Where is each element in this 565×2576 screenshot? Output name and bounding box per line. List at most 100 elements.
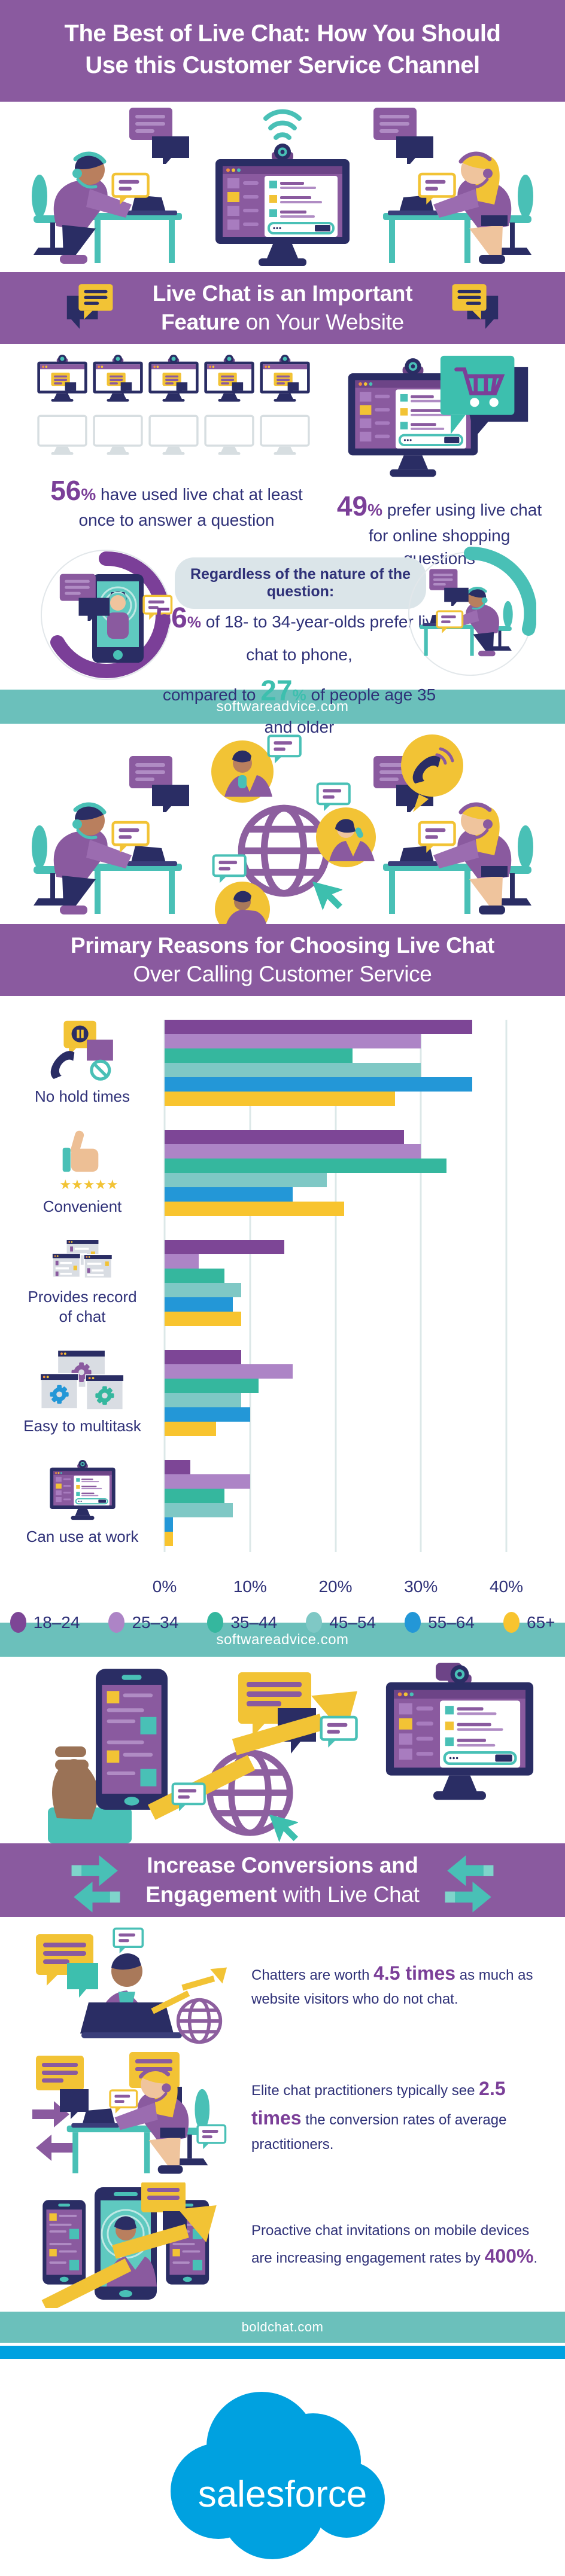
chart-row-no-hold-times: No hold times [0, 1020, 565, 1106]
stat-value: 49 [336, 490, 368, 522]
sync-arrows-icon [65, 1845, 127, 1915]
bar-group [165, 1130, 506, 1216]
chat-phone-icon [96, 1669, 168, 1810]
source-text: softwareadvice.com [216, 698, 349, 715]
bar-25–34 [165, 1144, 421, 1159]
feature-banner-line2-rest: on Your Website [239, 310, 405, 334]
category-label: Can use at work [26, 1527, 139, 1545]
legend-label: 18–24 [33, 1612, 80, 1632]
salesforce-logo-text: salesforce [198, 2474, 367, 2515]
bar-18–24 [165, 1350, 242, 1364]
conversion-stats-section: Chatters are worth 4.5 times as much as … [0, 1917, 565, 2312]
stat-56-text: of 18- to 34-year-olds prefer live chat … [201, 612, 444, 664]
bar-35–44 [165, 1379, 259, 1393]
cursor-icon [312, 881, 342, 911]
bar-18–24 [165, 1240, 284, 1254]
stat-proactive-text: Proactive chat invitations on mobile dev… [251, 2222, 538, 2267]
chatters-illustration [0, 1925, 251, 2044]
legend-item-65+: 65+ [503, 1612, 555, 1633]
gridline [335, 1020, 336, 1552]
chart-row-provides-record: Provides record of chat [0, 1240, 565, 1326]
legend-marker [10, 1612, 26, 1633]
reasons-banner-line2: Over Calling Customer Service [133, 962, 432, 986]
conversions-banner: Increase Conversions and Engagement with… [0, 1843, 565, 1917]
wifi-icon [263, 109, 302, 140]
bar-18–24 [165, 1460, 190, 1474]
work-monitor-icon [46, 1460, 119, 1522]
bar-35–44 [165, 1048, 353, 1063]
legend-marker [207, 1612, 224, 1633]
bar-group [165, 1350, 506, 1436]
bar-35–44 [165, 1489, 224, 1503]
usage-stat-right: 49% prefer using live chat for online sh… [332, 355, 547, 568]
bar-55–64 [165, 1517, 174, 1532]
customer-avatar-1 [211, 740, 274, 803]
bar-55–64 [165, 1077, 472, 1092]
gridline [505, 1020, 508, 1552]
stat-highlight: 400% [484, 2245, 534, 2267]
five-stars-icon: ★★★★★ [59, 1177, 118, 1191]
mobile-engagement-illustration [0, 1657, 565, 1843]
legend-marker [108, 1612, 125, 1633]
reasons-banner: Primary Reasons for Choosing Live Chat O… [0, 924, 565, 996]
source-bar-3: boldchat.com [0, 2312, 565, 2343]
conversions-banner-line2-rest: with Live Chat [277, 1882, 420, 1907]
chart-row-easy-multitask: Easy to multitask [0, 1350, 565, 1436]
reasons-banner-title: Primary Reasons for Choosing Live Chat O… [70, 931, 495, 989]
legend-label: 65+ [526, 1612, 555, 1632]
stat-row-proactive: Proactive chat invitations on mobile dev… [0, 2180, 565, 2310]
chat-bubble-icon [65, 282, 116, 334]
elite-practitioners-illustration [0, 2052, 251, 2178]
stat-unit: % [81, 485, 96, 504]
chart-x-axis: 0% 10% 20% 30% 40% [153, 1570, 523, 1603]
feature-banner: Live Chat is an Important Feature on You… [0, 272, 565, 344]
chat-record-icon [51, 1240, 113, 1279]
bar-45–54 [165, 1283, 242, 1297]
sync-arrows-icon [438, 1845, 500, 1915]
thumbs-up-icon: ★★★★★ [59, 1130, 118, 1192]
bar-65+ [165, 1312, 242, 1326]
mobile-chat-circle-illustration [37, 543, 176, 690]
legend-item-25–34: 25–34 [108, 1612, 178, 1633]
axis-tick-label: 40% [489, 1577, 524, 1596]
legend-item-45–54: 45–54 [306, 1612, 376, 1633]
bar-65+ [165, 1532, 174, 1546]
page-title: The Best of Live Chat: How You Should Us… [0, 18, 565, 81]
shopping-cart-icon [441, 356, 528, 437]
bar-35–44 [165, 1159, 447, 1173]
header: The Best of Live Chat: How You Should Us… [0, 0, 565, 102]
stat-56-value: 56 [155, 602, 187, 634]
reasons-bar-chart: No hold times ★★★★★ Convenient [0, 996, 565, 1633]
footer: salesforce [0, 2359, 565, 2576]
bar-65+ [165, 1202, 344, 1216]
feature-banner-line2-bold: Feature [161, 310, 240, 334]
source-text: softwareadvice.com [216, 1631, 349, 1648]
reasons-banner-line1: Primary Reasons for Choosing Live Chat [70, 932, 495, 958]
source-bar-2: softwareadvice.com [0, 1623, 565, 1657]
bar-45–54 [165, 1503, 233, 1517]
conversions-banner-title: Increase Conversions and Engagement with… [145, 1851, 420, 1909]
bar-55–64 [165, 1407, 250, 1422]
conversions-banner-line2-bold: Engagement [145, 1882, 277, 1907]
bar-45–54 [165, 1393, 242, 1407]
global-chat-illustration [0, 724, 565, 924]
bar-25–34 [165, 1474, 250, 1489]
legend-label: 55–64 [428, 1612, 475, 1632]
bar-group [165, 1240, 506, 1326]
callout-pill: Regardless of the nature of the question… [175, 557, 426, 609]
stat-highlight: 4.5 times [373, 1962, 456, 1984]
legend-item-35–44: 35–44 [207, 1612, 277, 1633]
phone-call-icon [401, 734, 463, 812]
bar-45–54 [165, 1173, 327, 1187]
bar-25–34 [165, 1034, 421, 1048]
stat-text: have used live chat at least once to ans… [78, 485, 303, 530]
age-comparison-section: Regardless of the nature of the question… [0, 538, 565, 736]
bar-18–24 [165, 1020, 472, 1034]
chart-row-convenient: ★★★★★ Convenient [0, 1130, 565, 1216]
axis-tick-label: 0% [152, 1577, 177, 1596]
bar-group [165, 1020, 506, 1106]
chart-row-can-use-at-work: Can use at work [0, 1460, 565, 1546]
legend-marker [503, 1612, 520, 1633]
conversions-banner-line1: Increase Conversions and [147, 1853, 418, 1878]
gridline [249, 1020, 251, 1552]
